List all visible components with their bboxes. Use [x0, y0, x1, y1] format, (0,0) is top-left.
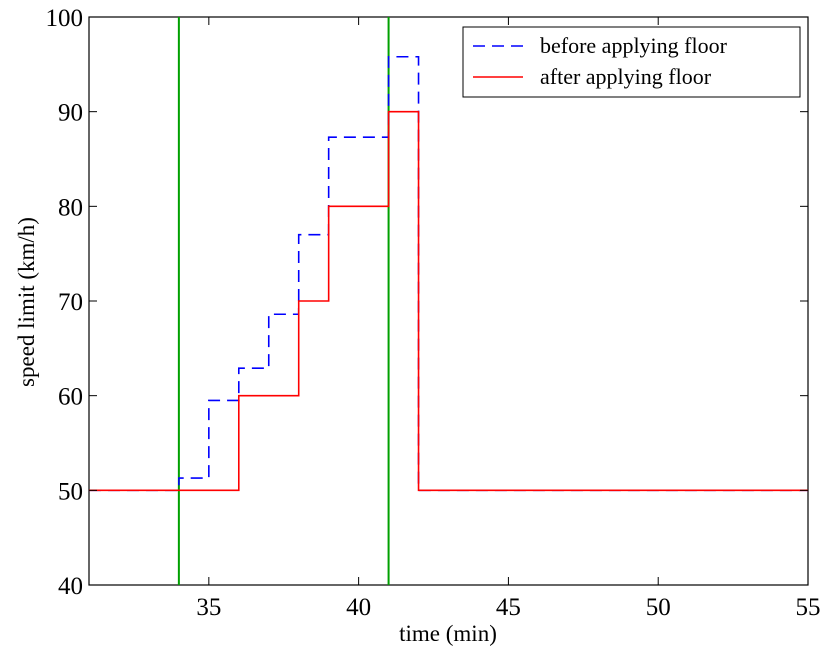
legend-entry-2: after applying floor [540, 64, 712, 89]
y-tick-label: 100 [46, 5, 84, 32]
y-tick-label: 50 [58, 478, 83, 505]
y-tick-label: 80 [58, 194, 83, 221]
axis-ticks: 35 40 45 50 55 40 50 60 70 80 90 100 [46, 5, 821, 621]
plot-area [88, 16, 809, 586]
y-tick-label: 70 [58, 289, 83, 316]
plot-frame [88, 16, 809, 586]
legend-box [462, 26, 801, 98]
legend: before applying floor after applying floo… [462, 26, 801, 98]
y-axis-label: speed limit (km/h) [14, 217, 39, 387]
y-tick-label: 60 [58, 384, 83, 411]
x-tick-label: 55 [796, 594, 821, 621]
x-axis-label: time (min) [399, 621, 497, 646]
series-line-1 [89, 55, 808, 492]
legend-entry-1: before applying floor [540, 33, 728, 58]
x-tick-label: 35 [196, 594, 221, 621]
series-line-2 [89, 110, 808, 492]
x-tick-label: 40 [346, 594, 371, 621]
y-tick-label: 40 [58, 573, 83, 600]
y-tick-label: 90 [58, 100, 83, 127]
x-tick-label: 45 [496, 594, 521, 621]
x-tick-label: 50 [646, 594, 671, 621]
